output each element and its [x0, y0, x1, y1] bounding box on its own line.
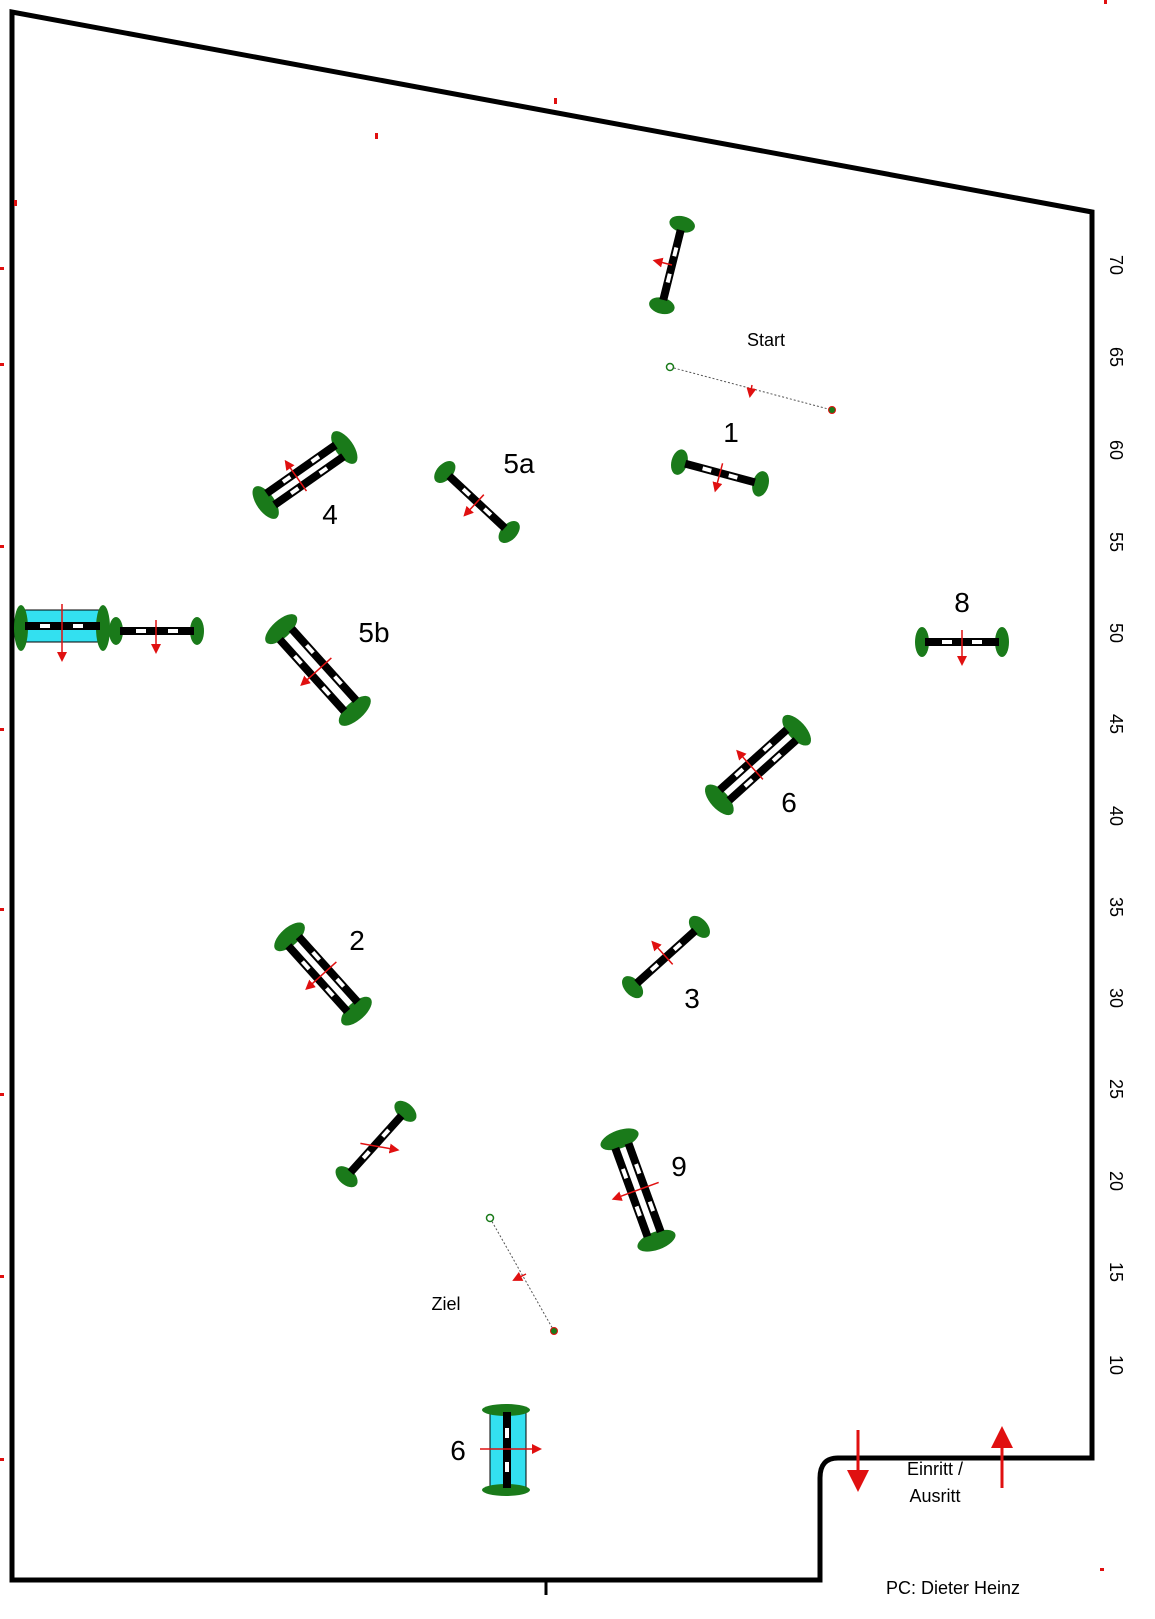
jump-vertical-lower: [335, 1100, 417, 1188]
finish-line: [485, 1213, 558, 1335]
scale-tick-60: 60: [1106, 440, 1126, 460]
scale-tick-45: 45: [1106, 714, 1126, 734]
entry-exit-arrows: [847, 1426, 1013, 1492]
jump-5a: [434, 461, 520, 543]
arena-boundary: [9, 8, 1095, 1583]
jump-1-label: 1: [723, 417, 739, 448]
edge-tick-marks: [0, 0, 1107, 1571]
scale-tick-30: 30: [1106, 988, 1126, 1008]
jump-vertical-approach: [649, 215, 695, 315]
start-label: Start: [747, 330, 785, 350]
scale-tick-20: 20: [1106, 1171, 1126, 1191]
entry-label-line2: Ausritt: [909, 1486, 960, 1506]
water-jump-left: [14, 604, 110, 662]
jump-2: [274, 922, 372, 1026]
jump-4-label: 4: [322, 499, 338, 530]
finish-label: Ziel: [431, 1294, 460, 1314]
scale-tick-65: 65: [1106, 347, 1126, 367]
scale-tick-25: 25: [1106, 1079, 1126, 1099]
jump-3-label: 3: [684, 983, 700, 1014]
credit-text: PC: Dieter Heinz: [886, 1578, 1020, 1598]
jump-7-label: 6: [781, 787, 797, 818]
scale-tick-70: 70: [1106, 255, 1126, 275]
jump-9-label: 9: [671, 1151, 687, 1182]
scale-tick-35: 35: [1106, 897, 1126, 917]
jump-5a-label: 5a: [503, 448, 535, 479]
jump-1: [671, 449, 769, 497]
start-line: [665, 362, 836, 414]
jump-6: [480, 1404, 542, 1496]
entry-label-line1: Einritt /: [907, 1459, 963, 1479]
jump-8-label: 8: [954, 587, 970, 618]
scale-tick-15: 15: [1106, 1262, 1126, 1282]
jump-6-label: 6: [450, 1435, 466, 1466]
scale-tick-40: 40: [1106, 806, 1126, 826]
scale-tick-55: 55: [1106, 532, 1126, 552]
jump-8: [915, 627, 1009, 666]
distance-scale: 70 65 60 55 50 45 40 35 30 25 20 15 10: [1106, 255, 1126, 1375]
jump-3: [622, 915, 710, 999]
jump-vertical-left: [109, 617, 204, 654]
scale-tick-10: 10: [1106, 1355, 1126, 1375]
jump-4: [252, 431, 358, 519]
jump-5b-label: 5b: [358, 617, 389, 648]
jump-7: [704, 714, 812, 816]
jump-9: [600, 1128, 676, 1252]
jump-5b: [265, 614, 371, 726]
scale-tick-50: 50: [1106, 623, 1126, 643]
jump-2-label: 2: [349, 925, 365, 956]
